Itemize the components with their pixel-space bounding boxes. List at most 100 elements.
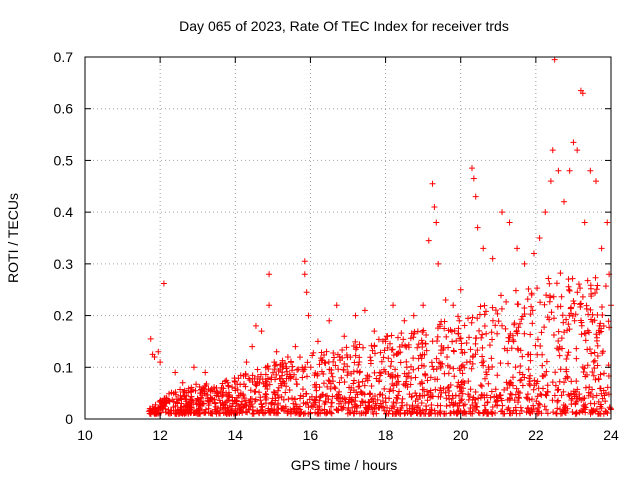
data-point [495, 318, 502, 325]
data-point [587, 400, 594, 407]
data-points [145, 56, 614, 417]
data-point [574, 147, 581, 154]
data-point [482, 308, 489, 315]
data-point [350, 380, 357, 387]
data-point [585, 392, 592, 399]
data-point [516, 320, 523, 327]
data-point [403, 364, 410, 371]
data-point [451, 327, 458, 334]
data-point [344, 363, 351, 370]
data-point [321, 409, 328, 416]
data-point [406, 391, 413, 398]
data-point [341, 378, 348, 385]
data-point [560, 388, 567, 395]
data-point [429, 180, 436, 187]
data-point [235, 375, 242, 382]
data-point [518, 376, 525, 383]
data-point [169, 396, 176, 403]
data-point [178, 400, 185, 407]
data-point [492, 307, 499, 314]
data-point [410, 366, 417, 373]
data-point [329, 399, 336, 406]
data-point [329, 378, 336, 385]
data-point [559, 312, 566, 319]
data-point [467, 346, 474, 353]
data-point [537, 390, 544, 397]
data-point [523, 394, 530, 401]
data-point [506, 407, 513, 414]
data-point [172, 369, 179, 376]
data-point [561, 407, 568, 414]
data-point [587, 410, 594, 417]
data-point [275, 384, 282, 391]
data-point [320, 371, 327, 378]
data-point [419, 329, 426, 336]
data-point [545, 275, 552, 282]
data-point [180, 389, 187, 396]
y-tick-label: 0.5 [54, 152, 74, 168]
data-point [563, 316, 570, 323]
data-point [303, 390, 310, 397]
data-point [600, 323, 607, 330]
x-tick-label: 14 [227, 427, 243, 443]
data-point [484, 399, 491, 406]
data-point [564, 373, 571, 380]
data-point [422, 371, 429, 378]
data-point [292, 401, 299, 408]
data-point [459, 362, 466, 369]
data-point [580, 368, 587, 375]
data-point [465, 315, 472, 322]
data-point [487, 394, 494, 401]
data-point [485, 364, 492, 371]
data-point [543, 406, 550, 413]
data-point [348, 384, 355, 391]
data-point [536, 401, 543, 408]
data-point [505, 360, 512, 367]
data-point [185, 403, 192, 410]
data-point [395, 349, 402, 356]
data-point [398, 330, 405, 337]
data-point [530, 250, 537, 257]
data-point [410, 334, 417, 341]
data-point [466, 408, 473, 415]
data-point [256, 389, 263, 396]
data-point [224, 379, 231, 386]
data-point [481, 391, 488, 398]
data-point [246, 406, 253, 413]
data-point [378, 370, 385, 377]
data-point [572, 311, 579, 318]
data-point [599, 395, 606, 402]
data-point [341, 333, 348, 340]
data-point [352, 352, 359, 359]
data-point [535, 410, 542, 417]
data-point [492, 322, 499, 329]
data-point [558, 335, 565, 342]
data-point [599, 312, 606, 319]
data-point [325, 396, 332, 403]
data-point [479, 331, 486, 338]
data-point [555, 167, 562, 174]
data-point [297, 410, 304, 417]
data-point [339, 347, 346, 354]
data-point [592, 290, 599, 297]
data-point [470, 175, 477, 182]
data-point [459, 350, 466, 357]
y-axis-label: ROTI / TECUs [5, 193, 21, 283]
data-point [502, 325, 509, 332]
data-point [467, 404, 474, 411]
data-point [465, 378, 472, 385]
data-point [565, 349, 572, 356]
data-point [280, 363, 287, 370]
data-point [601, 392, 608, 399]
data-point [597, 403, 604, 410]
data-point [541, 372, 548, 379]
data-point [575, 281, 582, 288]
data-point [552, 382, 559, 389]
data-point [479, 359, 486, 366]
data-point [394, 334, 401, 341]
data-point [548, 309, 555, 316]
data-point [535, 404, 542, 411]
data-point [456, 335, 463, 342]
data-point [435, 260, 442, 267]
data-point [262, 390, 269, 397]
